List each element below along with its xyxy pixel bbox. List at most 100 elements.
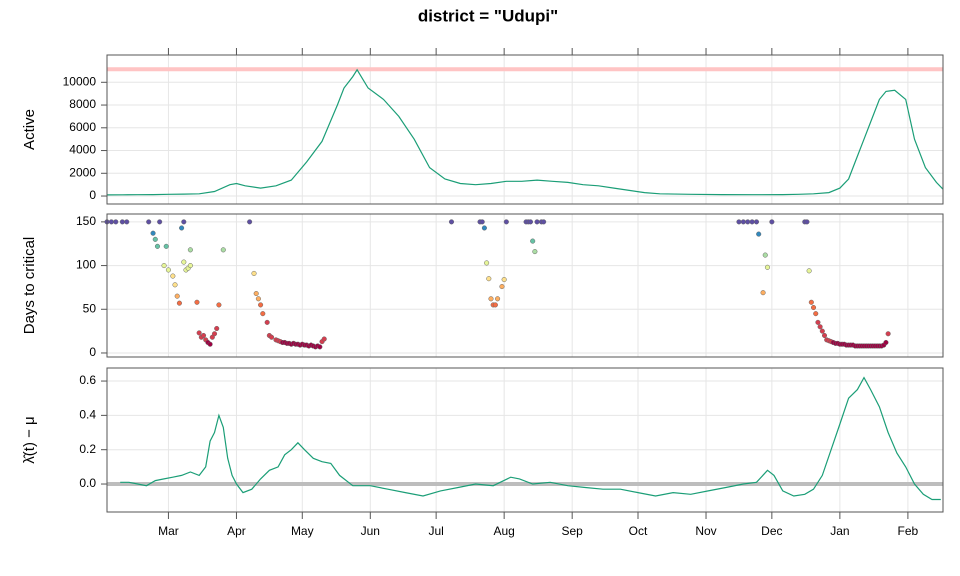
data-point	[170, 273, 176, 279]
data-point	[260, 311, 266, 317]
data-point	[819, 328, 825, 334]
data-point	[503, 219, 509, 225]
y-axis-title: Active	[21, 109, 38, 150]
y-tick-label: 0.2	[79, 442, 96, 456]
x-tick-label: May	[291, 524, 314, 538]
y-tick-label: 0.4	[79, 408, 96, 422]
data-point	[486, 276, 492, 282]
y-tick-label: 50	[83, 301, 97, 315]
y-tick-label: 4000	[69, 143, 96, 157]
data-point	[499, 283, 505, 290]
data-point	[448, 219, 455, 225]
data-point	[885, 331, 891, 337]
data-point	[488, 296, 494, 302]
data-point	[187, 263, 193, 269]
data-point	[211, 331, 218, 337]
x-tick-label: Aug	[493, 524, 514, 538]
data-point	[492, 302, 498, 308]
x-tick-label: Nov	[695, 524, 716, 538]
data-point	[501, 277, 507, 283]
data-point	[745, 219, 751, 225]
data-point	[181, 219, 187, 225]
panel-frame	[106, 367, 944, 513]
data-point	[740, 219, 746, 225]
data-point	[269, 334, 275, 340]
x-tick-label: Jun	[361, 524, 380, 538]
data-point	[817, 324, 823, 330]
y-tick-label: 2000	[69, 165, 96, 179]
data-point	[108, 219, 114, 225]
data-point	[484, 260, 490, 266]
data-point	[532, 249, 538, 255]
data-point	[481, 225, 487, 231]
data-point	[258, 302, 264, 308]
data-point	[172, 282, 178, 288]
data-point	[150, 230, 156, 236]
data-point	[163, 243, 169, 249]
data-line	[106, 68, 944, 196]
y-axis-title: Days to critical	[21, 237, 38, 335]
x-tick-label: Feb	[898, 524, 919, 538]
y-tick-label: 0.6	[79, 373, 96, 387]
data-point	[317, 344, 323, 350]
x-tick-label: Sep	[561, 524, 583, 538]
data-point	[179, 225, 185, 231]
data-point	[264, 319, 270, 325]
data-point	[756, 231, 762, 237]
data-point	[161, 263, 167, 269]
data-point	[152, 236, 158, 242]
x-tick-label: Jul	[428, 524, 443, 538]
data-point	[253, 290, 259, 297]
data-point	[157, 219, 163, 225]
data-point	[808, 299, 814, 305]
data-point	[247, 219, 253, 225]
data-point	[194, 299, 200, 305]
data-point	[154, 243, 161, 249]
data-point	[753, 219, 760, 225]
data-point	[146, 219, 152, 225]
x-tick-label: Jan	[830, 524, 849, 538]
data-point	[113, 219, 119, 225]
x-tick-label: Dec	[761, 524, 782, 538]
data-point	[764, 264, 771, 270]
x-tick-label: Apr	[227, 524, 246, 538]
data-point	[806, 268, 812, 274]
data-point	[165, 267, 171, 273]
data-point	[181, 259, 187, 265]
data-point	[200, 332, 207, 339]
data-point	[174, 293, 180, 299]
data-point	[495, 296, 501, 302]
data-point	[534, 219, 540, 225]
y-tick-label: 150	[76, 214, 96, 228]
data-point	[321, 336, 327, 342]
x-tick-label: Oct	[629, 524, 648, 538]
data-point	[187, 247, 193, 253]
y-tick-label: 0	[89, 345, 96, 359]
data-point	[883, 339, 889, 346]
data-point	[530, 238, 536, 244]
y-tick-label: 6000	[69, 120, 96, 134]
y-tick-label: 8000	[69, 97, 96, 111]
data-point	[479, 219, 485, 225]
data-point	[251, 270, 257, 276]
x-tick-label: Mar	[158, 524, 179, 538]
chart-title: district = "Udupi"	[418, 6, 558, 25]
data-line	[120, 376, 941, 501]
data-point	[216, 302, 222, 308]
data-point	[821, 332, 828, 339]
data-point	[810, 304, 817, 311]
y-axis-title: λ̂(t) − μ	[21, 416, 38, 463]
data-point	[124, 219, 130, 225]
data-point	[815, 319, 821, 325]
data-point	[214, 325, 220, 332]
data-point	[541, 219, 547, 225]
panel-frame	[106, 213, 944, 358]
data-point	[220, 247, 226, 253]
data-point	[749, 219, 755, 225]
data-point	[736, 219, 742, 225]
data-point	[255, 296, 261, 302]
y-tick-label: 10000	[63, 74, 97, 88]
data-point	[176, 300, 182, 306]
data-point	[804, 219, 810, 225]
